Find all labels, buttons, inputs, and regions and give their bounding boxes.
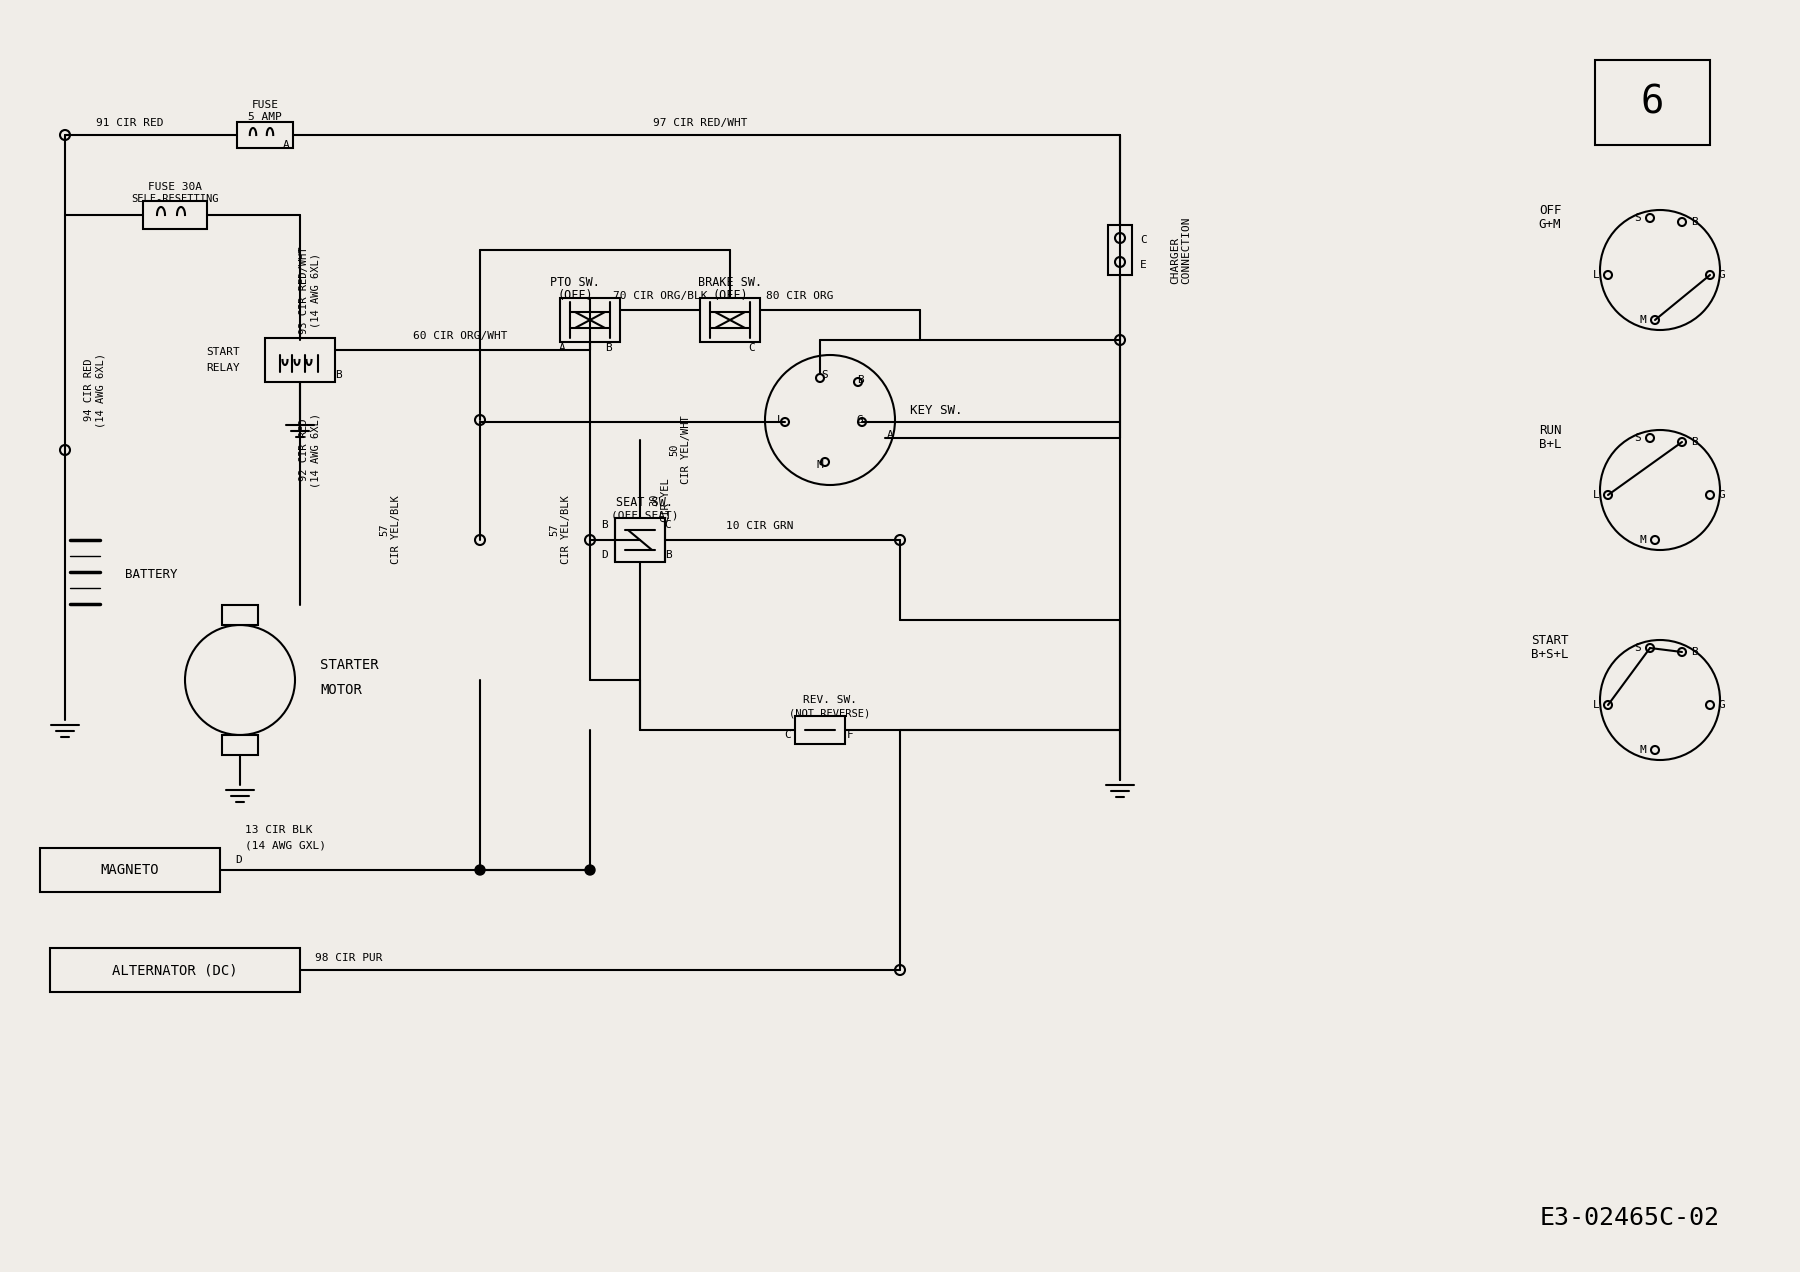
- Text: BATTERY: BATTERY: [124, 569, 178, 581]
- Text: G: G: [1719, 700, 1726, 710]
- Text: M: M: [1640, 536, 1647, 544]
- Text: START: START: [1532, 633, 1570, 646]
- Text: G: G: [1719, 270, 1726, 280]
- Text: L: L: [1593, 270, 1600, 280]
- Text: B: B: [605, 343, 612, 354]
- Text: B+S+L: B+S+L: [1532, 649, 1570, 661]
- FancyBboxPatch shape: [221, 735, 257, 756]
- Text: E3-02465C-02: E3-02465C-02: [1541, 1206, 1721, 1230]
- Text: M: M: [817, 460, 823, 469]
- Text: PTO SW.: PTO SW.: [551, 276, 599, 289]
- Text: CHARGER
CONNECTION: CHARGER CONNECTION: [1170, 216, 1192, 284]
- Text: C: C: [749, 343, 756, 354]
- Text: 70 CIR ORG/BLK: 70 CIR ORG/BLK: [612, 291, 707, 301]
- Text: S: S: [1634, 644, 1642, 653]
- Text: B: B: [664, 550, 671, 560]
- Text: STARTER: STARTER: [320, 658, 378, 672]
- Text: BRAKE SW.: BRAKE SW.: [698, 276, 761, 289]
- Text: F: F: [846, 730, 853, 740]
- Text: B+L: B+L: [1539, 439, 1561, 452]
- Text: D: D: [236, 855, 241, 865]
- Text: S: S: [1634, 212, 1642, 223]
- Text: S: S: [821, 370, 828, 380]
- Text: B: B: [857, 375, 864, 385]
- Text: A: A: [887, 430, 893, 440]
- Text: FUSE 30A: FUSE 30A: [148, 182, 202, 192]
- FancyBboxPatch shape: [796, 716, 844, 744]
- Text: 5 AMP: 5 AMP: [248, 112, 283, 122]
- Text: B: B: [335, 370, 342, 380]
- Text: (NOT REVERSE): (NOT REVERSE): [790, 709, 871, 719]
- Text: L: L: [776, 415, 783, 425]
- Text: 80 CIR ORG: 80 CIR ORG: [767, 291, 833, 301]
- Text: KEY SW.: KEY SW.: [911, 403, 963, 416]
- Text: B: B: [601, 520, 608, 530]
- Text: RELAY: RELAY: [207, 363, 239, 373]
- Text: 98 CIR PUR: 98 CIR PUR: [315, 953, 382, 963]
- Text: (OFF): (OFF): [713, 289, 747, 301]
- Text: MOTOR: MOTOR: [320, 683, 362, 697]
- Text: ALTERNATOR (DC): ALTERNATOR (DC): [112, 963, 238, 977]
- Text: MAGNETO: MAGNETO: [101, 862, 160, 876]
- Text: START: START: [207, 347, 239, 357]
- FancyBboxPatch shape: [560, 298, 619, 342]
- Text: M: M: [1640, 745, 1647, 756]
- FancyBboxPatch shape: [238, 122, 293, 148]
- FancyBboxPatch shape: [700, 298, 760, 342]
- Text: M: M: [1640, 315, 1647, 326]
- Text: FUSE: FUSE: [252, 100, 279, 109]
- Text: 10 CIR GRN: 10 CIR GRN: [725, 522, 794, 530]
- FancyBboxPatch shape: [265, 338, 335, 382]
- Circle shape: [585, 865, 596, 875]
- Text: 93 CIR RED/WHT
(14 AWG 6XL): 93 CIR RED/WHT (14 AWG 6XL): [299, 247, 320, 333]
- Text: 94 CIR RED
(14 AWG 6XL): 94 CIR RED (14 AWG 6XL): [85, 352, 106, 427]
- Text: (OFF SEAT): (OFF SEAT): [612, 510, 679, 520]
- Text: (OFF): (OFF): [558, 289, 592, 301]
- Text: 50
CIR YEL/WHT: 50 CIR YEL/WHT: [670, 416, 691, 485]
- Text: A: A: [558, 343, 565, 354]
- Text: C: C: [1139, 235, 1147, 245]
- FancyBboxPatch shape: [142, 201, 207, 229]
- Text: D: D: [601, 550, 608, 560]
- Text: 57
CIR YEL/BLK: 57 CIR YEL/BLK: [549, 496, 571, 565]
- Text: G: G: [857, 415, 864, 425]
- Text: 92 CIR RED
(14 AWG 6XL): 92 CIR RED (14 AWG 6XL): [299, 412, 320, 487]
- Text: B: B: [1690, 438, 1697, 446]
- Text: B: B: [1690, 647, 1697, 658]
- Text: SEAT SW.: SEAT SW.: [616, 496, 673, 509]
- FancyBboxPatch shape: [616, 518, 664, 562]
- FancyBboxPatch shape: [1109, 225, 1132, 275]
- Text: C: C: [664, 520, 671, 530]
- Circle shape: [475, 865, 484, 875]
- Text: RUN: RUN: [1539, 424, 1561, 436]
- Text: 30
CIR YEL: 30 CIR YEL: [650, 478, 671, 522]
- Text: 60 CIR ORG/WHT: 60 CIR ORG/WHT: [412, 331, 508, 341]
- Text: 91 CIR RED: 91 CIR RED: [95, 118, 164, 128]
- Text: 6: 6: [1640, 83, 1663, 121]
- Text: REV. SW.: REV. SW.: [803, 695, 857, 705]
- Text: L: L: [1593, 490, 1600, 500]
- Text: (14 AWG GXL): (14 AWG GXL): [245, 840, 326, 850]
- FancyBboxPatch shape: [40, 848, 220, 892]
- Text: OFF: OFF: [1539, 204, 1561, 216]
- Text: B: B: [1690, 218, 1697, 226]
- Text: G: G: [1719, 490, 1726, 500]
- Text: 57
CIR YEL/BLK: 57 CIR YEL/BLK: [380, 496, 401, 565]
- Text: A: A: [283, 140, 290, 150]
- Text: 13 CIR BLK: 13 CIR BLK: [245, 826, 313, 834]
- Text: C: C: [785, 730, 792, 740]
- FancyBboxPatch shape: [1595, 60, 1710, 145]
- FancyBboxPatch shape: [221, 605, 257, 625]
- Text: E: E: [1139, 259, 1147, 270]
- Text: G+M: G+M: [1539, 219, 1561, 232]
- FancyBboxPatch shape: [50, 948, 301, 992]
- Text: SELF-RESETTING: SELF-RESETTING: [131, 195, 220, 204]
- Text: L: L: [1593, 700, 1600, 710]
- Text: S: S: [1634, 432, 1642, 443]
- Text: 97 CIR RED/WHT: 97 CIR RED/WHT: [653, 118, 747, 128]
